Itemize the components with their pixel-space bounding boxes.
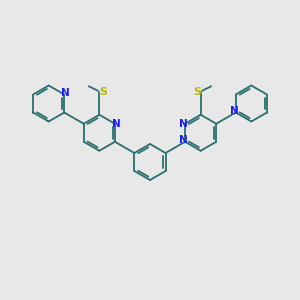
Text: N: N (179, 119, 188, 129)
Text: N: N (61, 88, 70, 98)
Text: S: S (99, 87, 107, 97)
Text: N: N (112, 119, 121, 129)
Text: N: N (179, 135, 188, 145)
Text: S: S (193, 87, 201, 97)
Text: N: N (230, 106, 239, 116)
